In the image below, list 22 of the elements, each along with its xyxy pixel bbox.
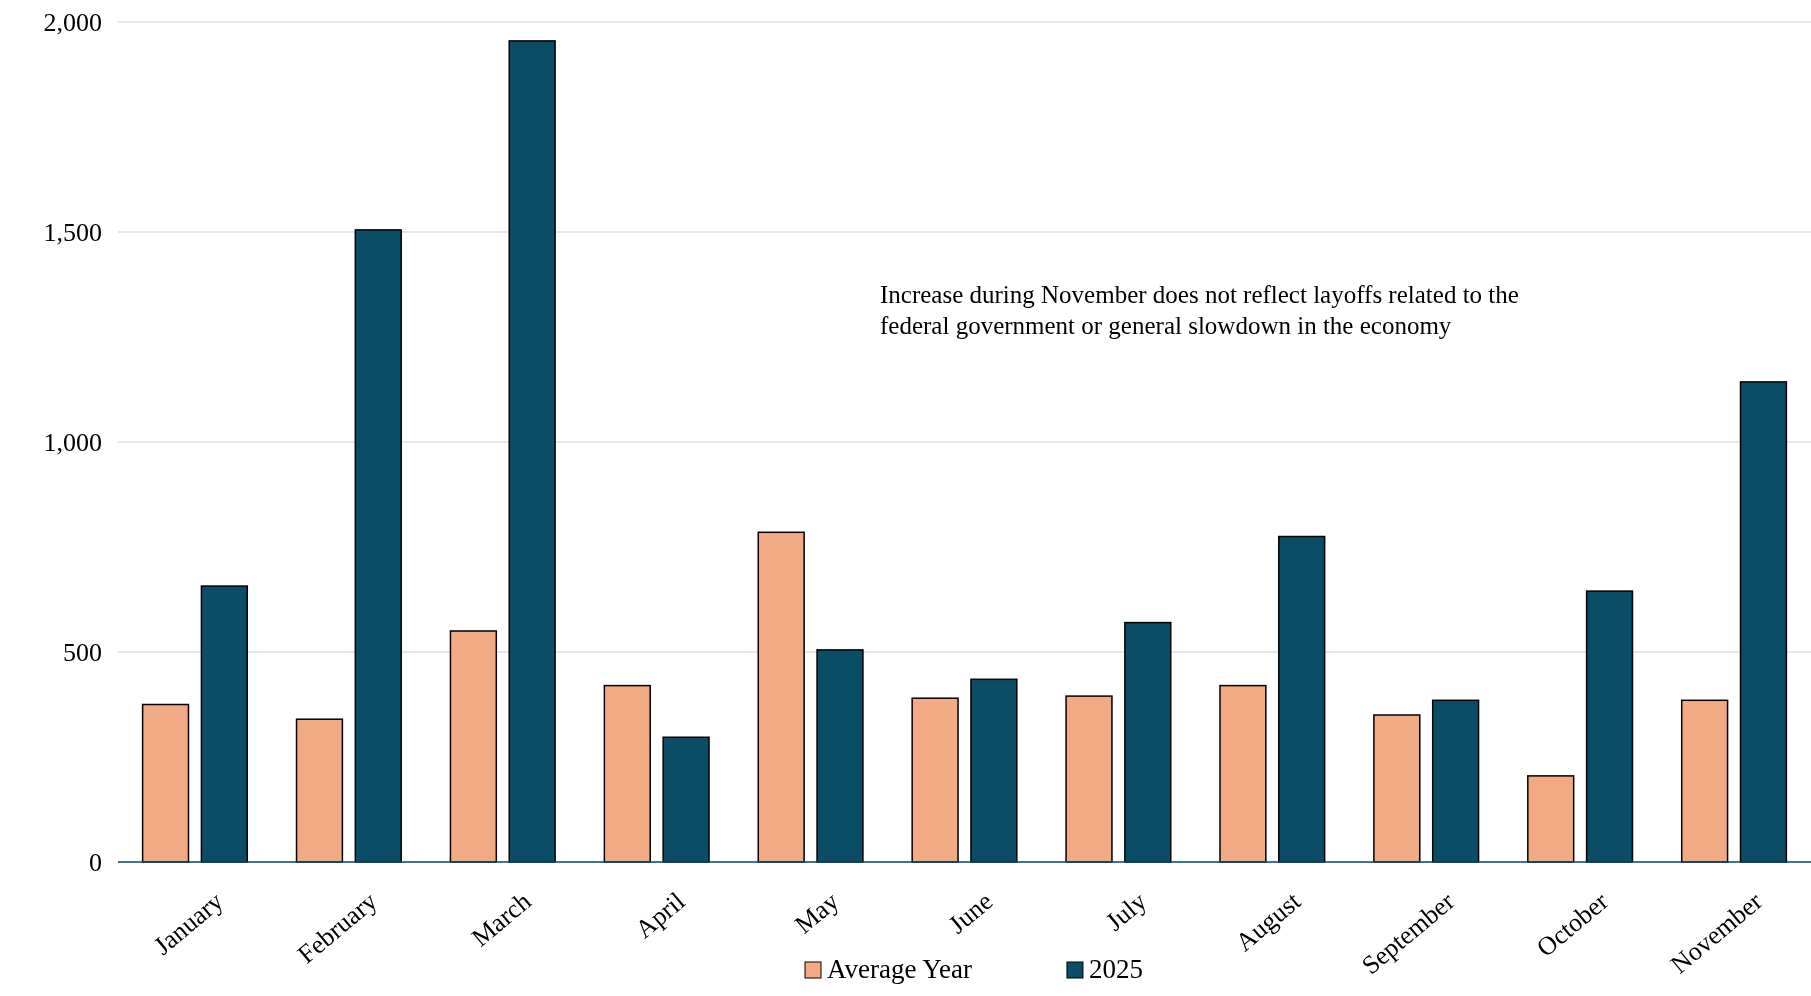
- bar: [911, 697, 959, 863]
- y-tick-label: 500: [63, 637, 102, 667]
- bar: [449, 630, 498, 863]
- bar: [603, 684, 651, 863]
- x-tick-label: July: [1100, 886, 1153, 937]
- y-tick-label: 0: [89, 847, 102, 877]
- x-tick-label: June: [943, 886, 999, 940]
- legend-label: Average Year: [827, 954, 972, 984]
- bar: [141, 703, 190, 863]
- bar: [295, 718, 344, 863]
- bar: [1219, 684, 1267, 863]
- bar: [757, 531, 805, 863]
- y-tick-label: 1,500: [43, 217, 102, 247]
- annotation: Increase during November does not reflect layoffs related to the federal government or general slowdown in the economy: [880, 281, 1519, 339]
- bar: [1373, 714, 1421, 863]
- bar: [1680, 699, 1729, 863]
- y-tick-label: 2,000: [43, 7, 102, 37]
- x-tick-label: May: [789, 886, 845, 940]
- bar: [1527, 775, 1575, 863]
- y-tick-label: 1,000: [43, 427, 102, 457]
- legend-label: 2025: [1088, 954, 1143, 984]
- bar: [1065, 695, 1113, 863]
